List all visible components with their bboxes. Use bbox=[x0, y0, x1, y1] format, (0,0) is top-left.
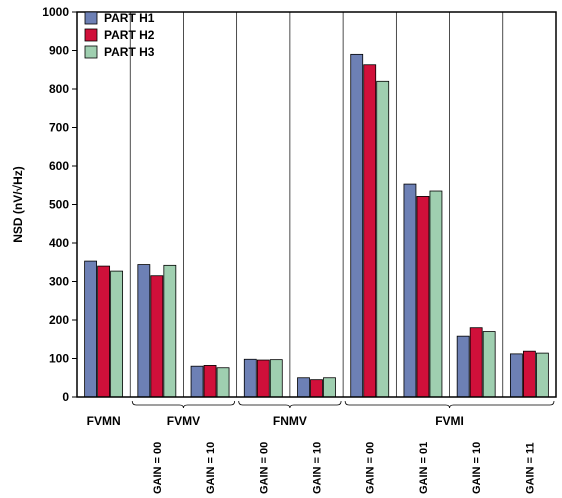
bar-part-h3 bbox=[216, 367, 230, 398]
group-label: FNMV bbox=[273, 414, 307, 428]
bar-part-h1 bbox=[509, 353, 523, 398]
bar-part-h1 bbox=[297, 377, 310, 398]
y-tick-label: 300 bbox=[49, 275, 69, 289]
bar-part-h2 bbox=[150, 275, 164, 398]
y-tick-label: 500 bbox=[49, 198, 69, 212]
bar-part-h1 bbox=[243, 358, 257, 398]
legend-swatch bbox=[84, 45, 98, 59]
legend-swatch bbox=[84, 28, 98, 42]
y-tick-label: 900 bbox=[49, 44, 69, 58]
bar-part-h3 bbox=[269, 359, 283, 398]
y-tick-label: 700 bbox=[49, 121, 69, 135]
y-tick-label: 600 bbox=[49, 159, 69, 173]
y-tick-label: 100 bbox=[49, 352, 69, 366]
legend: PART H1 PART H2 PART H3 bbox=[84, 11, 155, 59]
group-label: FVMN bbox=[87, 414, 121, 428]
bar-part-h2 bbox=[256, 359, 270, 398]
group-label: FVMI bbox=[435, 414, 464, 428]
legend-swatch bbox=[84, 11, 98, 25]
gain-label: GAIN = 00 bbox=[152, 442, 164, 494]
bar-part-h3 bbox=[482, 331, 496, 398]
bar-part-h2 bbox=[469, 327, 483, 398]
category-separators bbox=[129, 12, 504, 397]
legend-label: PART H2 bbox=[104, 28, 155, 42]
y-tick-label: 800 bbox=[49, 82, 69, 96]
y-axis-ticks: 0 100 200 300 400 500 600 700 800 900 1000 bbox=[42, 5, 77, 404]
bar-part-h3 bbox=[429, 190, 443, 398]
gain-label: GAIN = 00 bbox=[258, 442, 270, 494]
bar-part-h1 bbox=[84, 260, 98, 398]
bar-part-h2 bbox=[97, 265, 111, 398]
gain-label: GAIN = 10 bbox=[205, 442, 217, 494]
bar-part-h1 bbox=[190, 365, 204, 398]
gain-label: GAIN = 11 bbox=[524, 442, 536, 494]
gain-label: GAIN = 10 bbox=[471, 442, 483, 494]
legend-label: PART H3 bbox=[104, 45, 155, 59]
legend-label: PART H1 bbox=[104, 11, 155, 25]
bar-part-h2 bbox=[310, 379, 323, 398]
bar-part-h3 bbox=[376, 80, 390, 398]
gain-label: GAIN = 00 bbox=[365, 442, 377, 494]
gain-label: GAIN = 10 bbox=[312, 442, 324, 494]
x-axis-labels: FVMN FVMV FNMV FVMI GAIN = 00 GAIN = 10 GAIN =… bbox=[87, 400, 555, 494]
bars bbox=[84, 53, 549, 398]
bar-part-h1 bbox=[456, 335, 470, 398]
y-tick-label: 0 bbox=[62, 390, 69, 404]
bar-part-h1 bbox=[137, 264, 151, 398]
group-bracket bbox=[344, 400, 555, 409]
group-bracket bbox=[238, 400, 342, 409]
bar-part-h3 bbox=[323, 377, 336, 398]
bar-part-h1 bbox=[350, 53, 364, 398]
bar-part-h3 bbox=[163, 264, 177, 398]
group-label: FVMV bbox=[167, 414, 200, 428]
bar-part-h3 bbox=[110, 270, 124, 398]
y-tick-label: 400 bbox=[49, 236, 69, 250]
y-axis-label: NSD (nV/√Hz) bbox=[11, 166, 25, 243]
y-tick-label: 1000 bbox=[42, 5, 69, 19]
bar-part-h2 bbox=[522, 350, 536, 398]
bar-part-h2 bbox=[416, 196, 430, 398]
y-tick-label: 200 bbox=[49, 313, 69, 327]
bar-part-h3 bbox=[535, 352, 549, 398]
gain-label: GAIN = 01 bbox=[418, 442, 430, 494]
group-bracket bbox=[131, 400, 236, 409]
bar-part-h1 bbox=[403, 183, 417, 398]
bar-part-h2 bbox=[203, 365, 217, 398]
bar-part-h2 bbox=[363, 64, 377, 398]
